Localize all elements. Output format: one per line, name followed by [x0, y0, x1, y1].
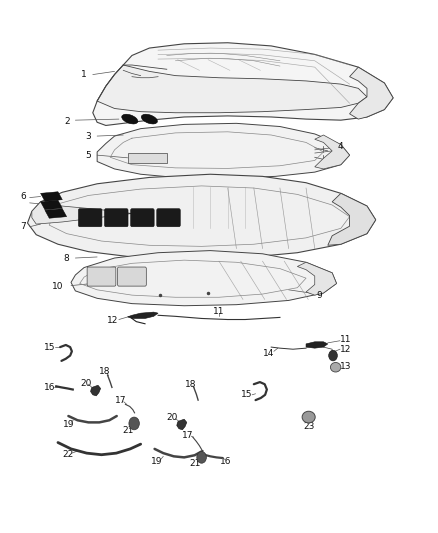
- Polygon shape: [350, 67, 393, 119]
- Text: 18: 18: [184, 379, 196, 389]
- Polygon shape: [41, 192, 62, 201]
- Polygon shape: [315, 135, 350, 169]
- Text: 12: 12: [339, 345, 351, 354]
- Text: 2: 2: [64, 117, 70, 126]
- Text: 8: 8: [64, 254, 70, 263]
- Polygon shape: [177, 419, 187, 430]
- Polygon shape: [32, 202, 132, 224]
- Text: 13: 13: [340, 362, 352, 370]
- Polygon shape: [71, 251, 336, 306]
- Text: 12: 12: [107, 316, 118, 325]
- Text: 7: 7: [20, 222, 26, 231]
- Text: 18: 18: [99, 367, 111, 376]
- Polygon shape: [28, 174, 376, 259]
- FancyBboxPatch shape: [157, 209, 180, 227]
- Text: 21: 21: [122, 426, 133, 435]
- Circle shape: [129, 417, 139, 430]
- Polygon shape: [41, 200, 62, 210]
- Text: 19: 19: [63, 420, 74, 429]
- Text: 21: 21: [189, 459, 200, 469]
- FancyBboxPatch shape: [117, 267, 146, 286]
- Text: 20: 20: [81, 378, 92, 387]
- Text: 15: 15: [241, 390, 253, 399]
- Ellipse shape: [302, 411, 315, 423]
- Text: 16: 16: [43, 383, 55, 392]
- FancyBboxPatch shape: [87, 267, 116, 286]
- Polygon shape: [97, 65, 367, 113]
- Polygon shape: [127, 312, 158, 318]
- Text: 16: 16: [220, 457, 232, 466]
- Text: 10: 10: [52, 282, 64, 291]
- Text: 19: 19: [152, 457, 163, 466]
- Polygon shape: [127, 153, 167, 163]
- Text: 11: 11: [339, 335, 351, 344]
- Text: 11: 11: [213, 307, 225, 316]
- Polygon shape: [91, 385, 101, 396]
- Polygon shape: [97, 123, 350, 179]
- Text: 17: 17: [115, 395, 127, 405]
- Text: 17: 17: [182, 431, 194, 440]
- Ellipse shape: [330, 362, 341, 372]
- Ellipse shape: [122, 114, 138, 124]
- Text: 14: 14: [263, 349, 275, 358]
- Polygon shape: [45, 209, 67, 218]
- Polygon shape: [297, 262, 336, 295]
- FancyBboxPatch shape: [131, 209, 154, 227]
- Text: 4: 4: [338, 142, 344, 151]
- Text: 9: 9: [316, 290, 322, 300]
- Text: 6: 6: [20, 192, 26, 201]
- Polygon shape: [328, 193, 376, 245]
- Ellipse shape: [141, 114, 157, 124]
- Circle shape: [328, 350, 337, 361]
- FancyBboxPatch shape: [105, 209, 128, 227]
- FancyBboxPatch shape: [78, 209, 102, 227]
- Text: 20: 20: [167, 413, 178, 422]
- Text: 22: 22: [62, 450, 73, 459]
- Polygon shape: [306, 342, 328, 348]
- Text: 23: 23: [303, 422, 314, 431]
- Text: 15: 15: [44, 343, 56, 352]
- Text: 5: 5: [85, 151, 91, 160]
- Text: 3: 3: [85, 132, 91, 141]
- Circle shape: [197, 451, 206, 463]
- Polygon shape: [93, 43, 393, 125]
- Text: 1: 1: [81, 70, 87, 79]
